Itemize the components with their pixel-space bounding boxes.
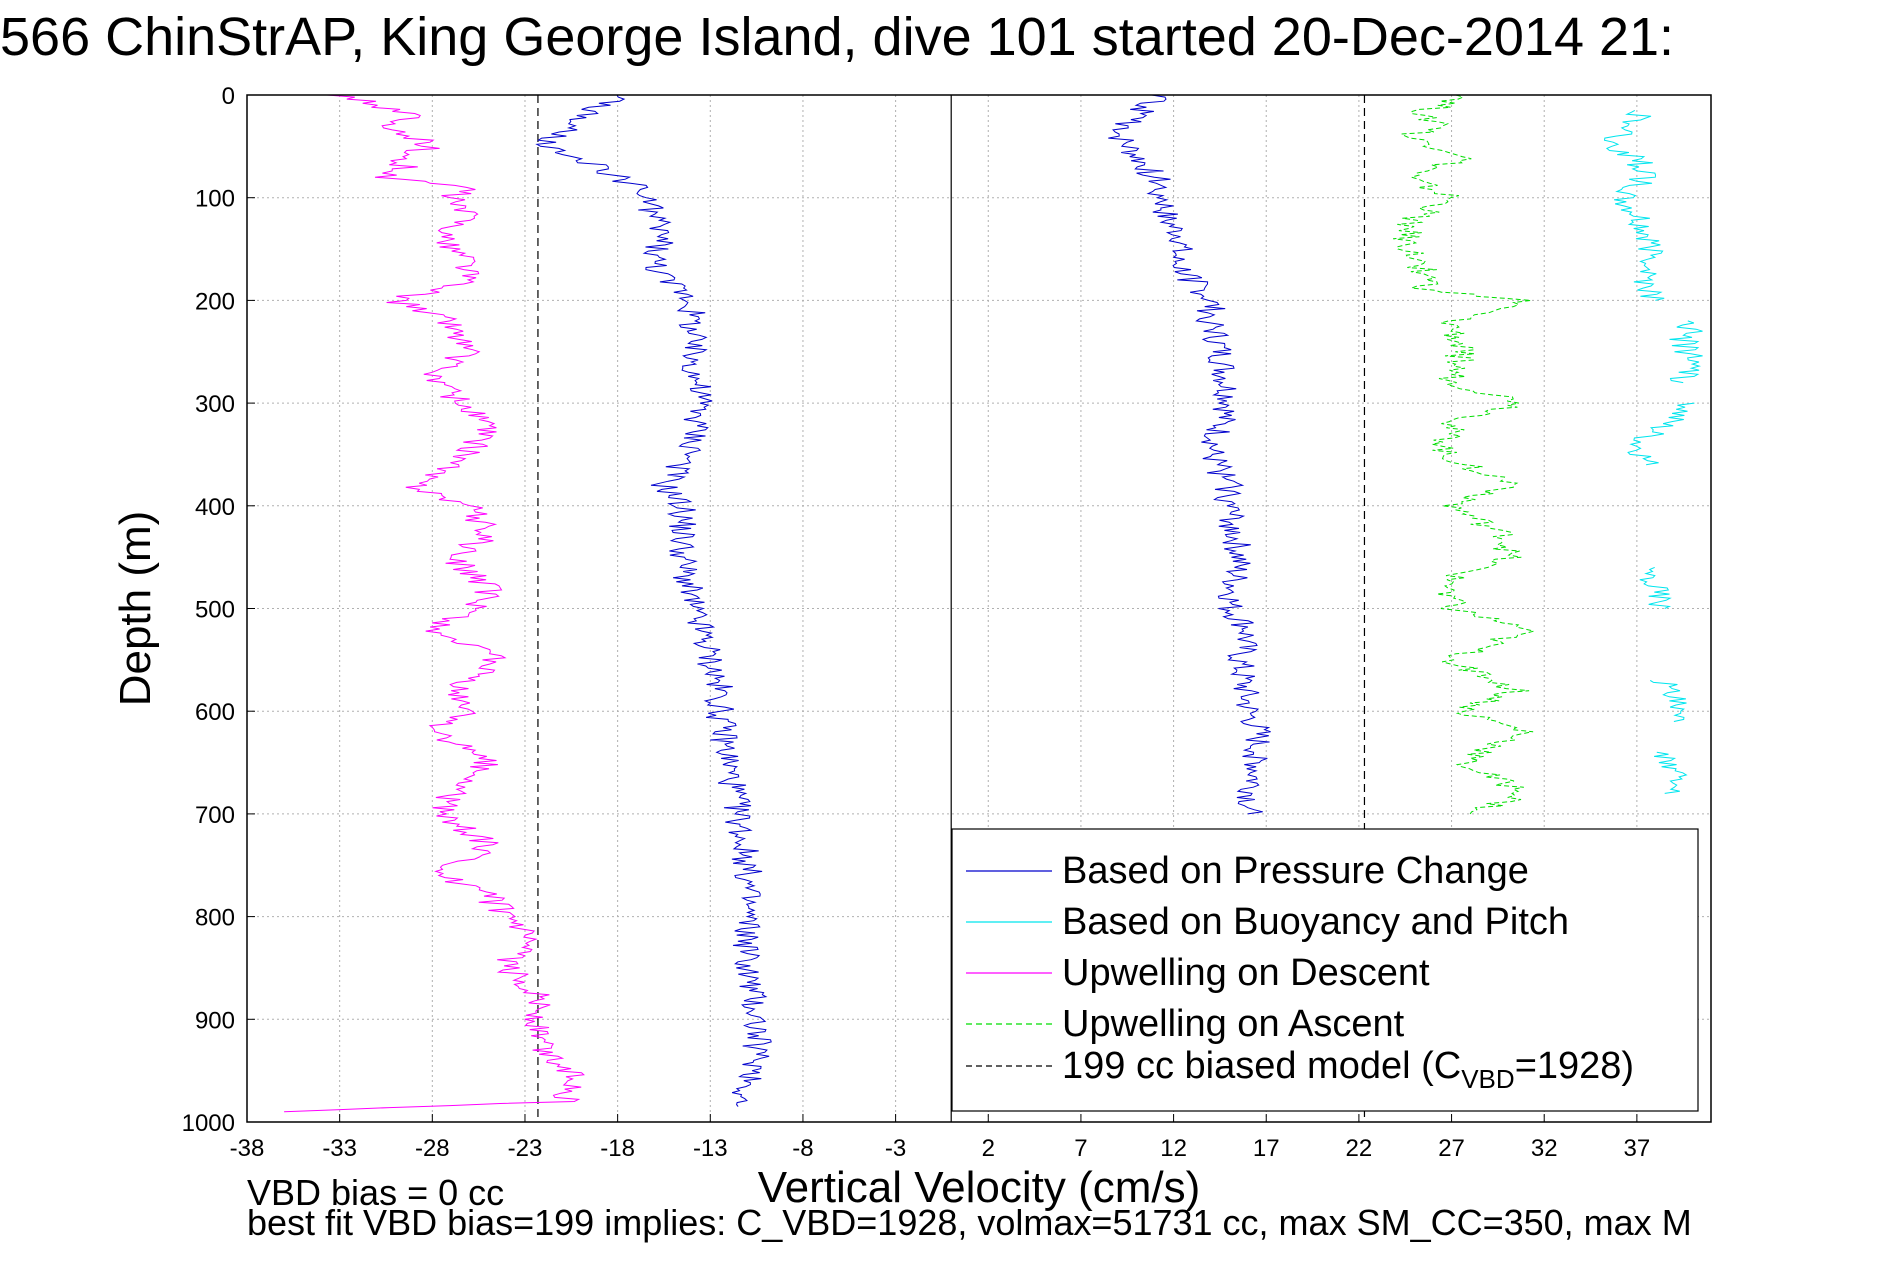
x-tick-label: 7 (1074, 1135, 1087, 1162)
y-tick-label: 800 (195, 905, 235, 932)
legend-entry: Upwelling on Descent (1062, 952, 1430, 994)
y-axis-label: Depth (m) (111, 511, 160, 707)
y-tick-label: 0 (222, 83, 235, 110)
legend-entry: Upwelling on Ascent (1062, 1003, 1405, 1045)
x-tick-label: 37 (1624, 1135, 1651, 1162)
legend-entry: 199 cc biased model (CVBD=1928) (1062, 1045, 1634, 1094)
legend: Based on Pressure Change Based on Buoyanc… (951, 828, 1699, 1112)
x-tick-label: 2 (982, 1135, 995, 1162)
x-tick-label: -18 (600, 1135, 635, 1162)
legend-box (951, 828, 1699, 1112)
series-line-based-on-buoyancy-and-pitch (1649, 679, 1687, 722)
y-tick-label: 1000 (182, 1110, 235, 1137)
reference-lines (537, 95, 1366, 1122)
tick-labels: -38 -33 -28 -23 -18 -13 -8 -3 2 7 12 17 22 27 32 370100… (182, 83, 1651, 1162)
vbd-bias-note: VBD bias = 0 cc (247, 1172, 505, 1213)
series-line-based-on-buoyancy-and-pitch (1603, 109, 1665, 301)
x-axis-label: Vertical Velocity (cm/s) (758, 1163, 1201, 1212)
best-fit-note: best fit VBD bias=199 implies: C_VBD=192… (247, 1202, 1692, 1243)
x-tick-label: 22 (1346, 1135, 1373, 1162)
y-tick-label: 200 (195, 288, 235, 315)
x-tick-label: -33 (322, 1135, 357, 1162)
series-line-based-on-buoyancy-and-pitch (1654, 751, 1688, 794)
x-tick-label: 27 (1438, 1135, 1465, 1162)
y-tick-label: 700 (195, 802, 235, 829)
series-line-based-on-pressure-change (1108, 94, 1271, 815)
y-tick-label: 400 (195, 494, 235, 521)
x-tick-label: -3 (885, 1135, 906, 1162)
x-tick-label: -23 (508, 1135, 543, 1162)
x-tick-label: -13 (693, 1135, 728, 1162)
x-tick-label: 17 (1253, 1135, 1280, 1162)
x-tick-label: -38 (230, 1135, 265, 1162)
legend-entry: Based on Buoyancy and Pitch (1062, 901, 1569, 943)
series-line-based-on-buoyancy-and-pitch (1627, 402, 1695, 466)
y-tick-label: 300 (195, 391, 235, 418)
y-tick-label: 600 (195, 699, 235, 726)
series-line-upwelling-on-descent (284, 94, 585, 1113)
series-line-based-on-buoyancy-and-pitch (1669, 320, 1703, 384)
series-line-upwelling-on-ascent (1393, 94, 1534, 815)
x-tick-label: 12 (1160, 1135, 1187, 1162)
y-tick-label: 500 (195, 597, 235, 624)
x-tick-label: 32 (1531, 1135, 1558, 1162)
legend-entry: Based on Pressure Change (1062, 850, 1529, 892)
series-lines (284, 94, 1703, 1113)
series-line-based-on-buoyancy-and-pitch (1639, 566, 1672, 609)
y-tick-label: 900 (195, 1007, 235, 1034)
chart-title: 566 ChinStrAP, King George Island, dive … (0, 7, 1675, 67)
y-tick-label: 100 (195, 186, 235, 213)
x-tick-label: -28 (415, 1135, 450, 1162)
x-tick-label: -8 (792, 1135, 813, 1162)
series-line-based-on-pressure-change (535, 94, 772, 1107)
